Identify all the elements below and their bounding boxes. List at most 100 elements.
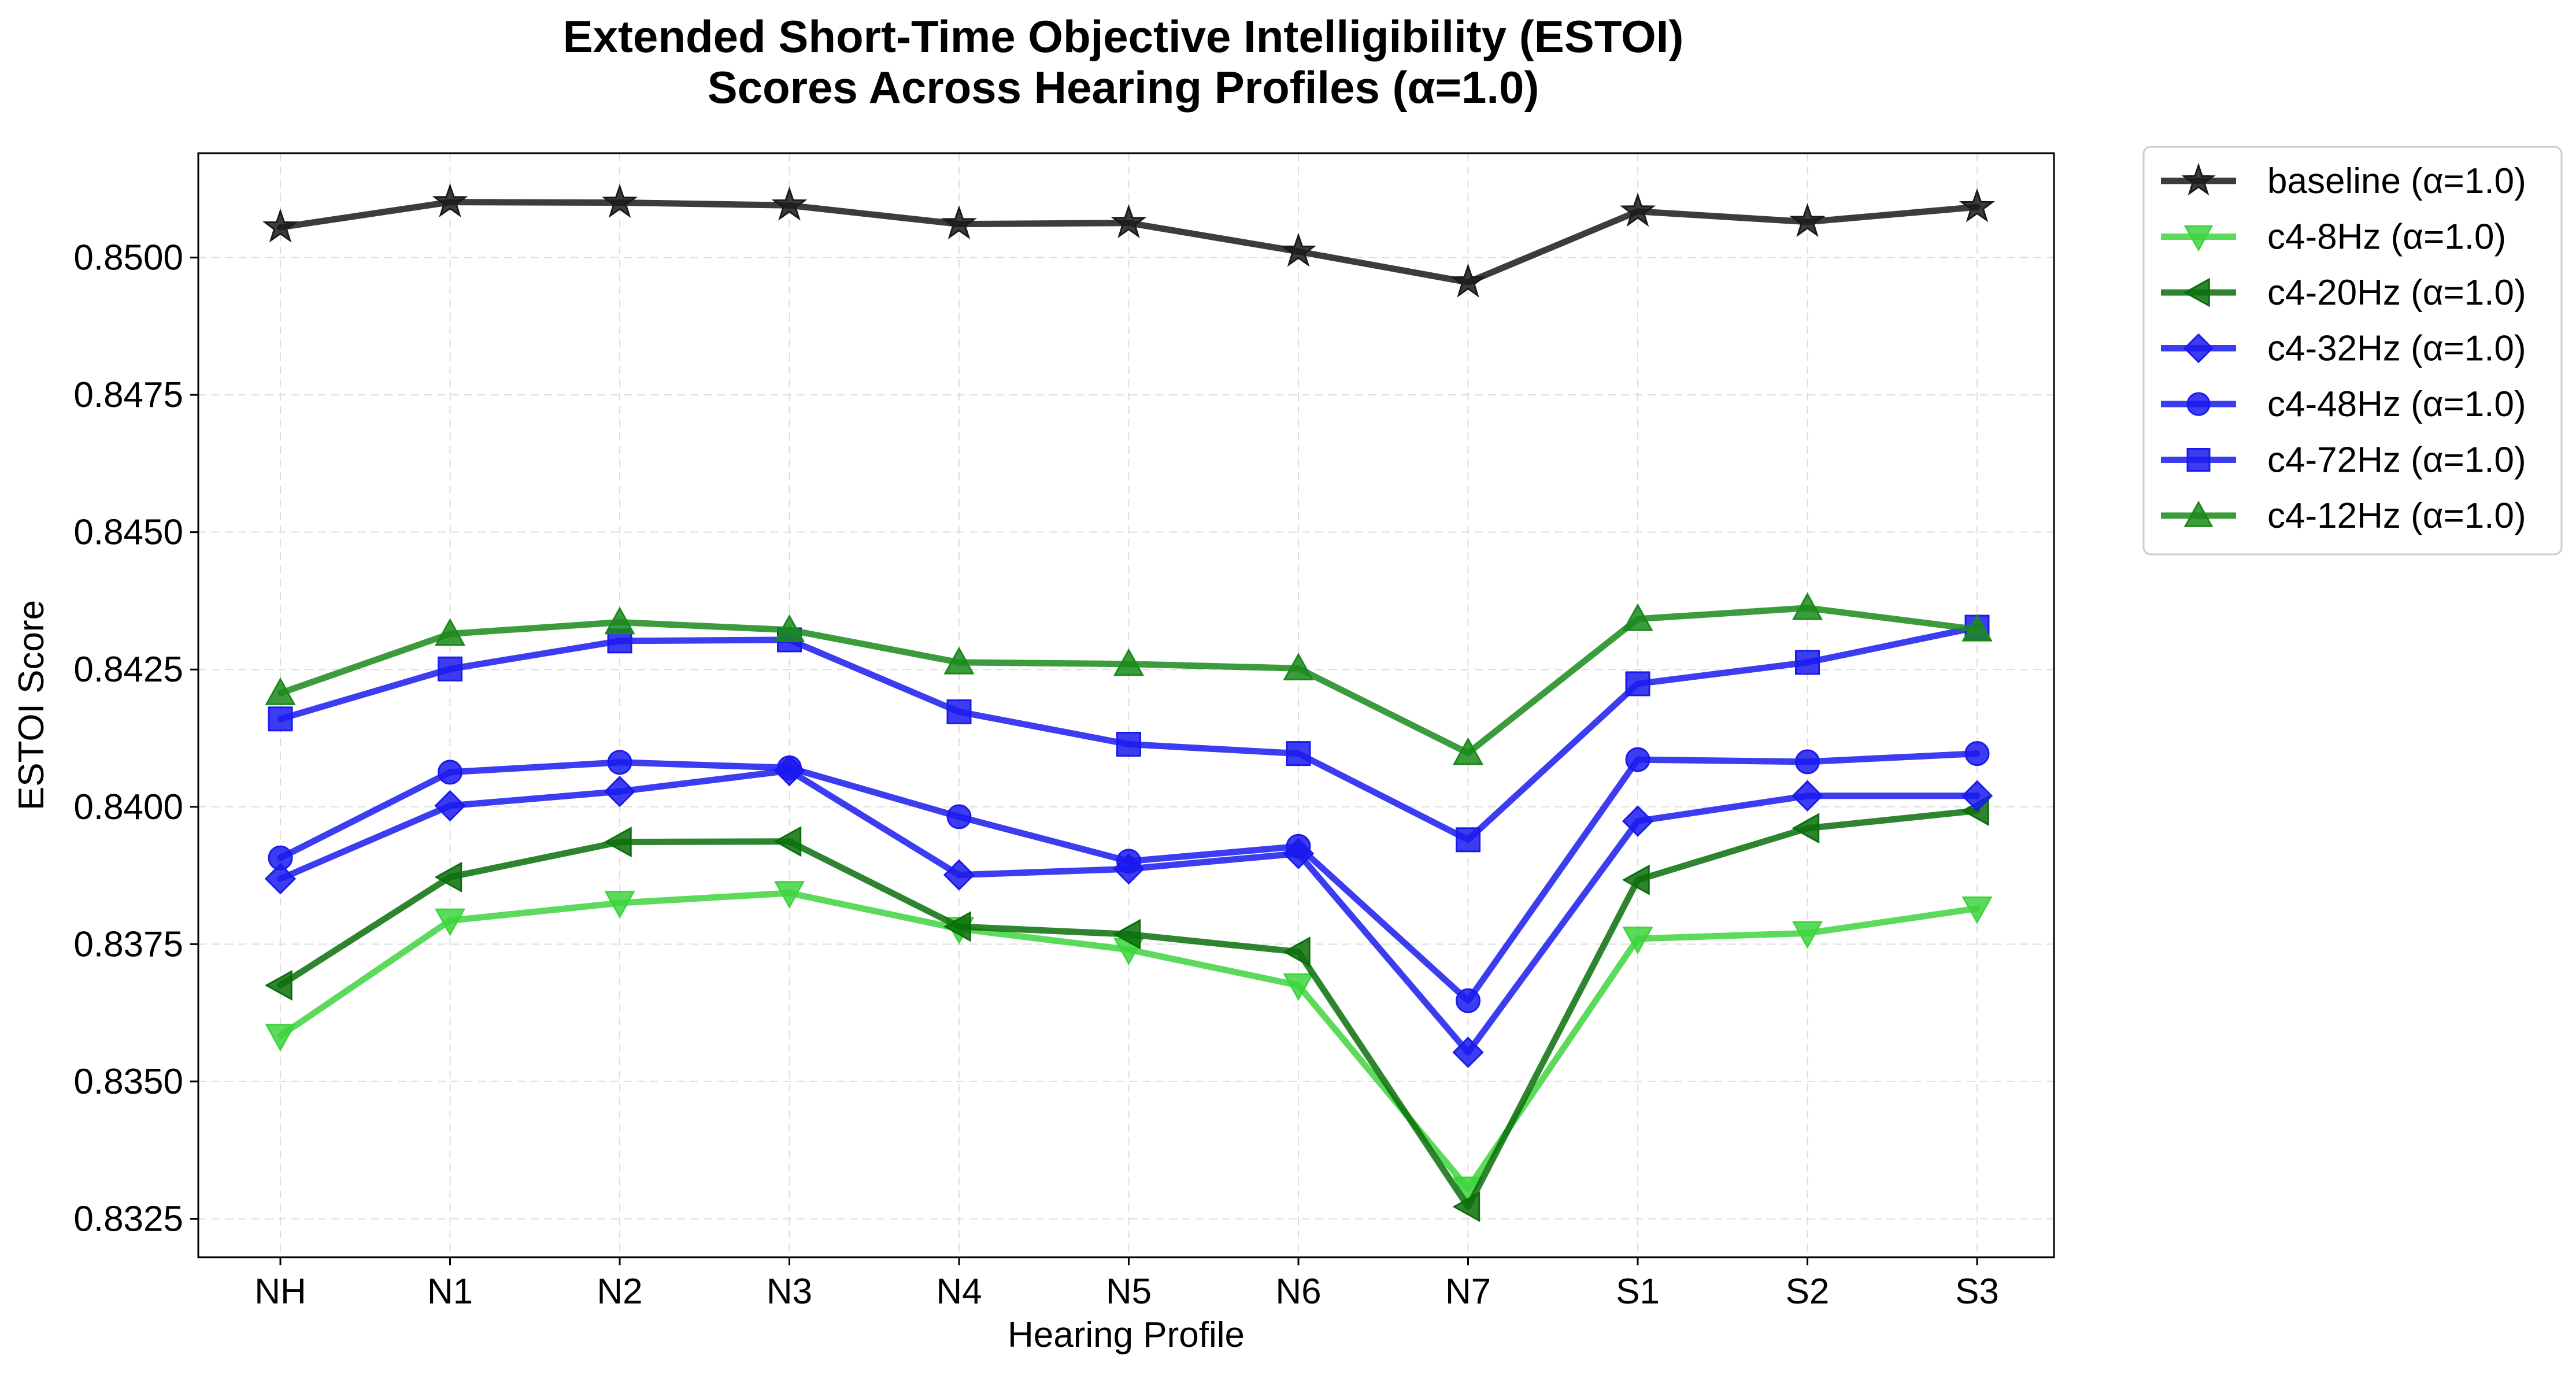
data-point-circle: [1116, 849, 1141, 874]
data-point-star: [1450, 263, 1486, 298]
data-point-circle: [1456, 988, 1481, 1013]
data-point-star: [771, 186, 808, 221]
legend-marker-circle: [2186, 392, 2211, 416]
legend-marker-triangle-up: [2183, 501, 2214, 527]
data-point-circle: [268, 845, 293, 871]
series-2: [264, 795, 1989, 1223]
data-point-triangle-left: [1792, 813, 1820, 844]
data-point-circle: [777, 755, 802, 780]
data-point-square: [946, 699, 972, 724]
legend-item: c4-72Hz (α=1.0): [2161, 440, 2526, 480]
data-point-triangle-down: [434, 908, 466, 936]
legend-item: c4-20Hz (α=1.0): [2161, 273, 2526, 313]
data-point-star: [432, 183, 468, 217]
legend-label: c4-32Hz (α=1.0): [2267, 329, 2526, 369]
x-axis-ticks: NH N1 N2 N3 N4 N5 N6 N7 S1 S2 S3: [254, 1257, 1999, 1312]
x-tick-label: N2: [597, 1272, 642, 1312]
y-tick-label: 0.8325: [73, 1199, 183, 1239]
data-point-circle: [946, 804, 972, 829]
y-tick-label: 0.8500: [73, 238, 183, 278]
legend-marker-star: [2181, 162, 2216, 196]
data-point-circle: [607, 750, 632, 775]
data-point-triangle-left: [434, 861, 462, 892]
data-point-square: [1795, 650, 1820, 675]
data-point-triangle-up: [265, 677, 296, 705]
data-point-star: [1789, 203, 1826, 238]
legend-label: c4-12Hz (α=1.0): [2267, 496, 2526, 536]
y-tick-label: 0.8375: [73, 924, 183, 964]
legend-label: c4-8Hz (α=1.0): [2267, 217, 2506, 257]
data-point-triangle-left: [773, 826, 802, 857]
data-point-circle: [1286, 834, 1311, 859]
data-point-triangle-up: [1622, 603, 1653, 631]
legend-frame: [2142, 146, 2563, 555]
chart-title-line-2: Scores Across Hearing Profiles (α=1.0): [708, 62, 1539, 113]
data-point-diamond: [264, 863, 297, 895]
x-tick-label: N5: [1106, 1272, 1152, 1312]
data-point-triangle-down: [1961, 896, 1993, 924]
series-4: [268, 741, 1990, 1013]
plot-frame: [197, 152, 2055, 1258]
data-point-triangle-down: [773, 881, 805, 909]
legend-label: c4-48Hz (α=1.0): [2267, 384, 2526, 424]
y-tick-label: 0.8350: [73, 1062, 183, 1102]
data-point-star: [262, 208, 299, 243]
y-axis-ticks: 0.8325 0.8350 0.8375 0.8400 0.8425 0.8450 0.84…: [73, 238, 198, 1239]
data-point-triangle-down: [1622, 927, 1653, 954]
y-tick-label: 0.8425: [73, 650, 183, 690]
y-axis-label: ESTOI Score: [12, 600, 51, 810]
legend-marker-triangle-down: [2183, 225, 2214, 252]
data-point-circle: [438, 760, 462, 785]
data-point-triangle-left: [1622, 864, 1650, 895]
data-point-triangle-down: [1283, 973, 1314, 1001]
data-point-triangle-up: [943, 646, 975, 675]
y-tick-label: 0.8475: [73, 375, 183, 415]
data-point-triangle-left: [604, 827, 632, 858]
chart-title-line-1: Extended Short-Time Objective Intelligib…: [563, 11, 1684, 62]
data-point-triangle-up: [773, 614, 805, 642]
data-point-triangle-up: [1792, 592, 1823, 620]
data-point-triangle-left: [943, 911, 971, 942]
x-tick-label: S1: [1616, 1272, 1660, 1312]
data-point-square: [1116, 731, 1141, 757]
x-axis-label: Hearing Profile: [1008, 1315, 1245, 1355]
x-tick-label: N4: [936, 1272, 982, 1312]
series-6: [265, 592, 1993, 765]
legend-item: c4-8Hz (α=1.0): [2161, 217, 2506, 257]
legend-item: c4-48Hz (α=1.0): [2161, 384, 2526, 424]
x-tick-label: N7: [1445, 1272, 1491, 1312]
data-point-diamond: [1452, 1036, 1484, 1068]
series-5: [268, 614, 1990, 853]
data-point-square: [1456, 827, 1481, 853]
data-point-diamond: [1622, 805, 1654, 837]
data-point-circle: [1625, 747, 1650, 772]
data-point-triangle-up: [1283, 653, 1314, 681]
x-tick-label: S2: [1786, 1272, 1830, 1312]
data-point-triangle-up: [1452, 737, 1484, 765]
legend-item: c4-12Hz (α=1.0): [2161, 496, 2526, 536]
legend-label: baseline (α=1.0): [2267, 161, 2526, 201]
x-tick-label: NH: [254, 1272, 306, 1312]
data-point-square: [438, 656, 462, 682]
data-point-triangle-left: [1452, 1191, 1481, 1223]
data-point-diamond: [1792, 780, 1823, 812]
y-tick-label: 0.8400: [73, 787, 183, 827]
data-point-star: [1280, 232, 1317, 267]
data-point-diamond: [1961, 780, 1993, 812]
legend-label: c4-72Hz (α=1.0): [2267, 440, 2526, 480]
data-point-triangle-up: [1113, 648, 1145, 676]
data-point-diamond: [434, 790, 466, 822]
data-point-square: [1625, 671, 1650, 697]
x-tick-label: N6: [1275, 1272, 1321, 1312]
data-point-triangle-down: [1792, 921, 1823, 949]
legend-item: c4-32Hz (α=1.0): [2161, 329, 2526, 369]
data-point-triangle-left: [1113, 919, 1141, 950]
data-point-triangle-up: [604, 606, 635, 635]
data-point-diamond: [943, 859, 975, 891]
legend-marker-diamond: [2183, 333, 2214, 364]
legend-label: c4-20Hz (α=1.0): [2267, 273, 2526, 313]
data-point-star: [1959, 188, 1996, 223]
data-point-triangle-left: [264, 970, 293, 1001]
data-point-square: [1286, 741, 1311, 766]
